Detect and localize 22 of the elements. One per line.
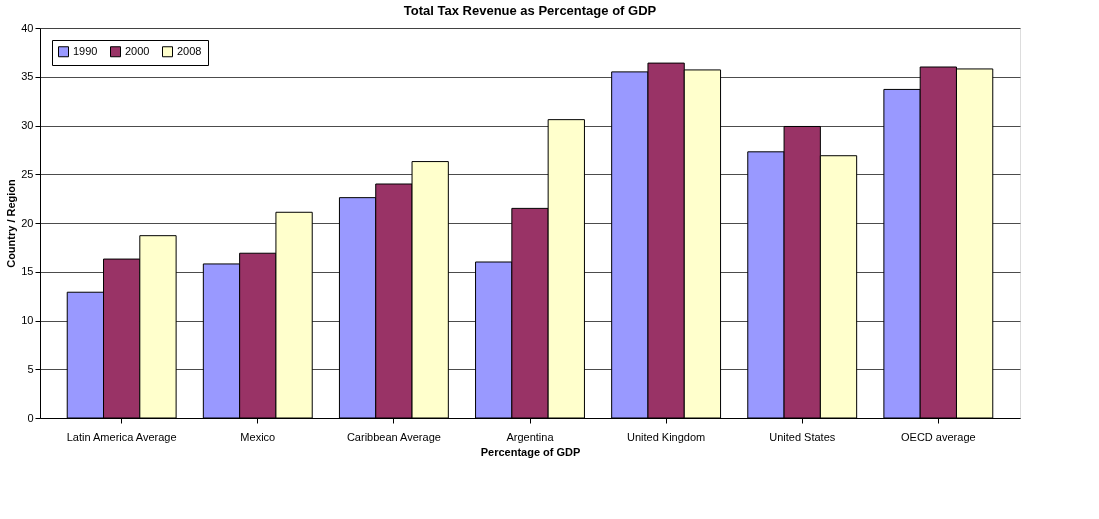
legend-label: 2008 [177, 44, 202, 57]
x-tick-label: Latin America Average [66, 430, 177, 443]
x-tick-label: United Kingdom [626, 430, 706, 443]
legend-label: 2000 [125, 44, 150, 57]
y-tick-label: 20 [21, 216, 34, 229]
y-tick-label: 40 [21, 21, 34, 34]
y-tick-label: 5 [27, 362, 34, 375]
y-tick-label: 0 [27, 411, 34, 424]
y-tick-label: 15 [21, 265, 34, 278]
x-tick-label: OECD average [901, 430, 976, 443]
y-tick-label: 35 [21, 70, 34, 83]
y-tick-label: 25 [21, 167, 34, 180]
y-axis-title: Country / Region [5, 178, 18, 268]
x-axis-title: Percentage of GDP [480, 445, 581, 458]
x-tick-label: Mexico [240, 430, 276, 443]
legend-label: 1990 [73, 44, 98, 57]
chart-title: Total Tax Revenue as Percentage of GDP [403, 3, 657, 18]
y-tick-label: 30 [21, 119, 34, 131]
x-tick-label: Argentina [506, 430, 555, 443]
y-tick-label: 10 [21, 314, 34, 326]
x-tick-label: Caribbean Average [346, 430, 441, 443]
x-tick-label: United States [769, 430, 836, 443]
